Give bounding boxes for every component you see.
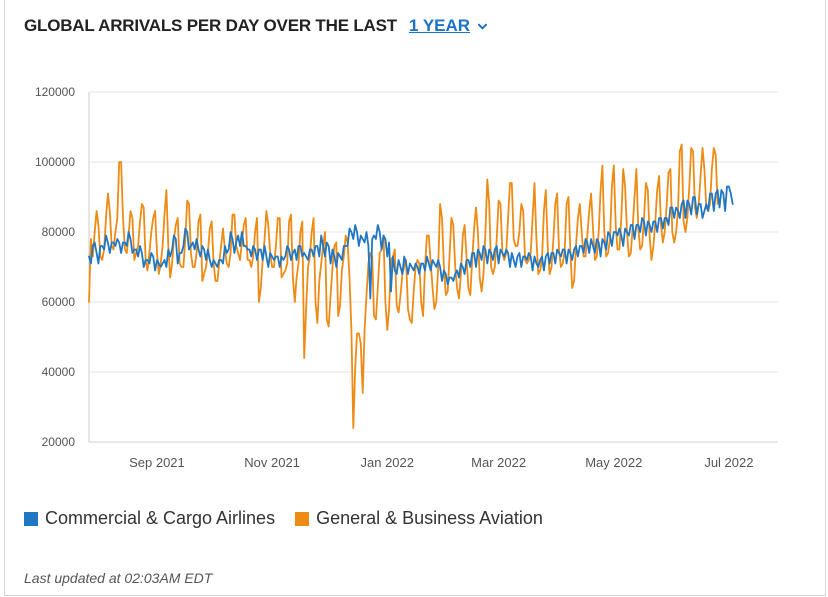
legend-item-general-business[interactable]: General & Business Aviation: [295, 508, 543, 529]
x-tick-label: Jan 2022: [361, 455, 415, 470]
legend-swatch-commercial-cargo: [24, 511, 38, 526]
time-range-dropdown[interactable]: 1 YEAR: [408, 16, 488, 36]
chevron-down-icon: [478, 23, 488, 29]
y-tick-label: 20000: [42, 435, 76, 449]
x-tick-label: Mar 2022: [471, 455, 526, 470]
line-chart: 20000 40000 60000 80000 100000 120000 Sep 202…: [35, 85, 778, 470]
chart-legend: Commercial & Cargo Airlines General & Bu…: [24, 508, 563, 529]
y-axis: 20000 40000 60000 80000 100000 120000: [35, 85, 90, 449]
x-tick-label: Sep 2021: [129, 455, 185, 470]
last-updated-note: Last updated at 02:03AM EDT: [24, 570, 213, 586]
y-tick-label: 80000: [42, 225, 76, 239]
y-tick-label: 120000: [35, 85, 75, 99]
chart-grid: [89, 91, 778, 373]
y-tick-label: 40000: [42, 365, 76, 379]
series-line-general-business[interactable]: [88, 143, 719, 429]
legend-swatch-general-business: [295, 511, 310, 526]
x-tick-label: Nov 2021: [244, 455, 300, 470]
time-range-label: 1 YEAR: [408, 16, 471, 35]
y-tick-label: 60000: [42, 295, 76, 309]
legend-label-general-business: General & Business Aviation: [316, 508, 543, 528]
chart-header: GLOBAL ARRIVALS PER DAY OVER THE LAST 1 …: [24, 16, 488, 36]
legend-label-commercial-cargo: Commercial & Cargo Airlines: [45, 508, 276, 528]
legend-item-commercial-cargo[interactable]: Commercial & Cargo Airlines: [24, 508, 275, 529]
x-tick-label: Jul 2022: [704, 455, 753, 470]
x-tick-label: May 2022: [585, 455, 642, 470]
chart-series: [88, 143, 734, 429]
chart-title: GLOBAL ARRIVALS PER DAY OVER THE LAST: [24, 16, 397, 35]
series-line-commercial-cargo[interactable]: [88, 185, 734, 300]
y-tick-label: 100000: [35, 155, 75, 169]
x-axis: Sep 2021 Nov 2021 Jan 2022 Mar 2022 May 2022…: [89, 441, 778, 470]
chart-card: [4, 0, 826, 596]
